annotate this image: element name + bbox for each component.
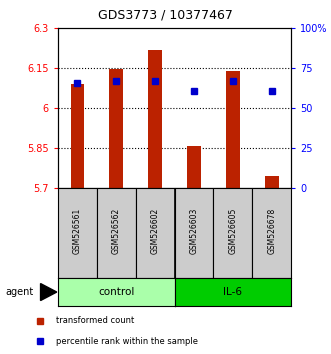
Bar — [97, 188, 136, 278]
Text: GSM526602: GSM526602 — [151, 208, 160, 254]
Text: GDS3773 / 10377467: GDS3773 / 10377467 — [98, 8, 233, 21]
Bar — [252, 188, 291, 278]
Bar — [265, 176, 279, 188]
Text: control: control — [98, 287, 134, 297]
Text: GSM526561: GSM526561 — [73, 208, 82, 254]
Bar — [136, 188, 175, 278]
Text: percentile rank within the sample: percentile rank within the sample — [56, 337, 198, 346]
Text: GSM526678: GSM526678 — [267, 208, 276, 254]
Bar — [175, 188, 213, 278]
Bar — [71, 84, 84, 188]
Text: GSM526603: GSM526603 — [190, 208, 199, 254]
Bar — [213, 188, 252, 278]
Bar — [148, 50, 162, 188]
Bar — [187, 147, 201, 188]
Text: GSM526605: GSM526605 — [228, 208, 237, 254]
Text: agent: agent — [5, 287, 33, 297]
Bar — [110, 69, 123, 188]
Polygon shape — [40, 284, 57, 301]
Bar — [226, 71, 240, 188]
Text: transformed count: transformed count — [56, 316, 134, 325]
Bar — [58, 188, 97, 278]
Text: IL-6: IL-6 — [223, 287, 242, 297]
Text: GSM526562: GSM526562 — [112, 208, 121, 254]
